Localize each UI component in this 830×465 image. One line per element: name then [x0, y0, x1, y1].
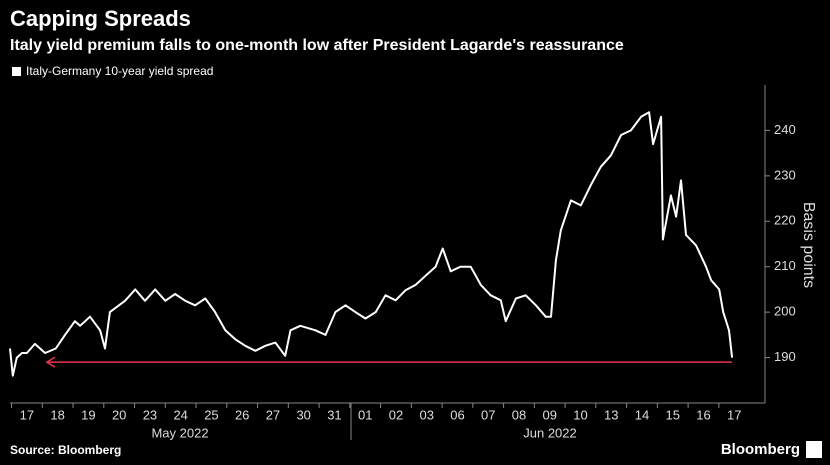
- y-tick-label: 200: [774, 304, 796, 319]
- x-tick-label: 30: [296, 407, 310, 422]
- reference-arrow: [45, 356, 56, 368]
- x-tick-label: 16: [696, 407, 710, 422]
- x-tick-label: 10: [573, 407, 587, 422]
- x-tick-label: 31: [327, 407, 341, 422]
- chart-title: Capping Spreads: [10, 6, 191, 31]
- y-tick-label: 210: [774, 258, 796, 273]
- x-tick-label: 07: [481, 407, 495, 422]
- x-tick-label: 18: [50, 407, 64, 422]
- x-tick-label: 24: [173, 407, 187, 422]
- series-line: [9, 111, 734, 377]
- brand-logo: [806, 441, 822, 458]
- source: Source: Bloomberg: [10, 443, 121, 457]
- y-tick-label: 220: [774, 213, 796, 228]
- x-group-label: May 2022: [151, 425, 208, 440]
- x-tick-label: 17: [20, 407, 34, 422]
- x-tick-label: 27: [266, 407, 280, 422]
- x-tick-label: 13: [604, 407, 618, 422]
- x-group-label: Jun 2022: [523, 425, 577, 440]
- x-tick-label: 14: [635, 407, 649, 422]
- x-tick-label: 19: [81, 407, 95, 422]
- y-axis-label: Basis points: [800, 202, 817, 288]
- x-tick-label: 26: [235, 407, 249, 422]
- x-tick-label: 17: [727, 407, 741, 422]
- y-tick-label: 230: [774, 167, 796, 182]
- legend-label: Italy-Germany 10-year yield spread: [26, 64, 213, 78]
- x-tick-label: 03: [419, 407, 433, 422]
- x-tick-label: 09: [542, 407, 556, 422]
- legend-swatch: [12, 67, 21, 76]
- x-tick-label: 15: [666, 407, 680, 422]
- x-tick-label: 08: [512, 407, 526, 422]
- x-tick-label: 06: [450, 407, 464, 422]
- x-tick-label: 01: [358, 407, 372, 422]
- x-tick-label: 02: [389, 407, 403, 422]
- x-tick-label: 25: [204, 407, 218, 422]
- brand: Bloomberg: [721, 441, 800, 458]
- chart-subtitle: Italy yield premium falls to one-month l…: [10, 37, 624, 54]
- x-tick-label: 20: [112, 407, 126, 422]
- y-tick-label: 240: [774, 122, 796, 137]
- y-tick-label: 190: [774, 349, 796, 364]
- x-tick-label: 23: [143, 407, 157, 422]
